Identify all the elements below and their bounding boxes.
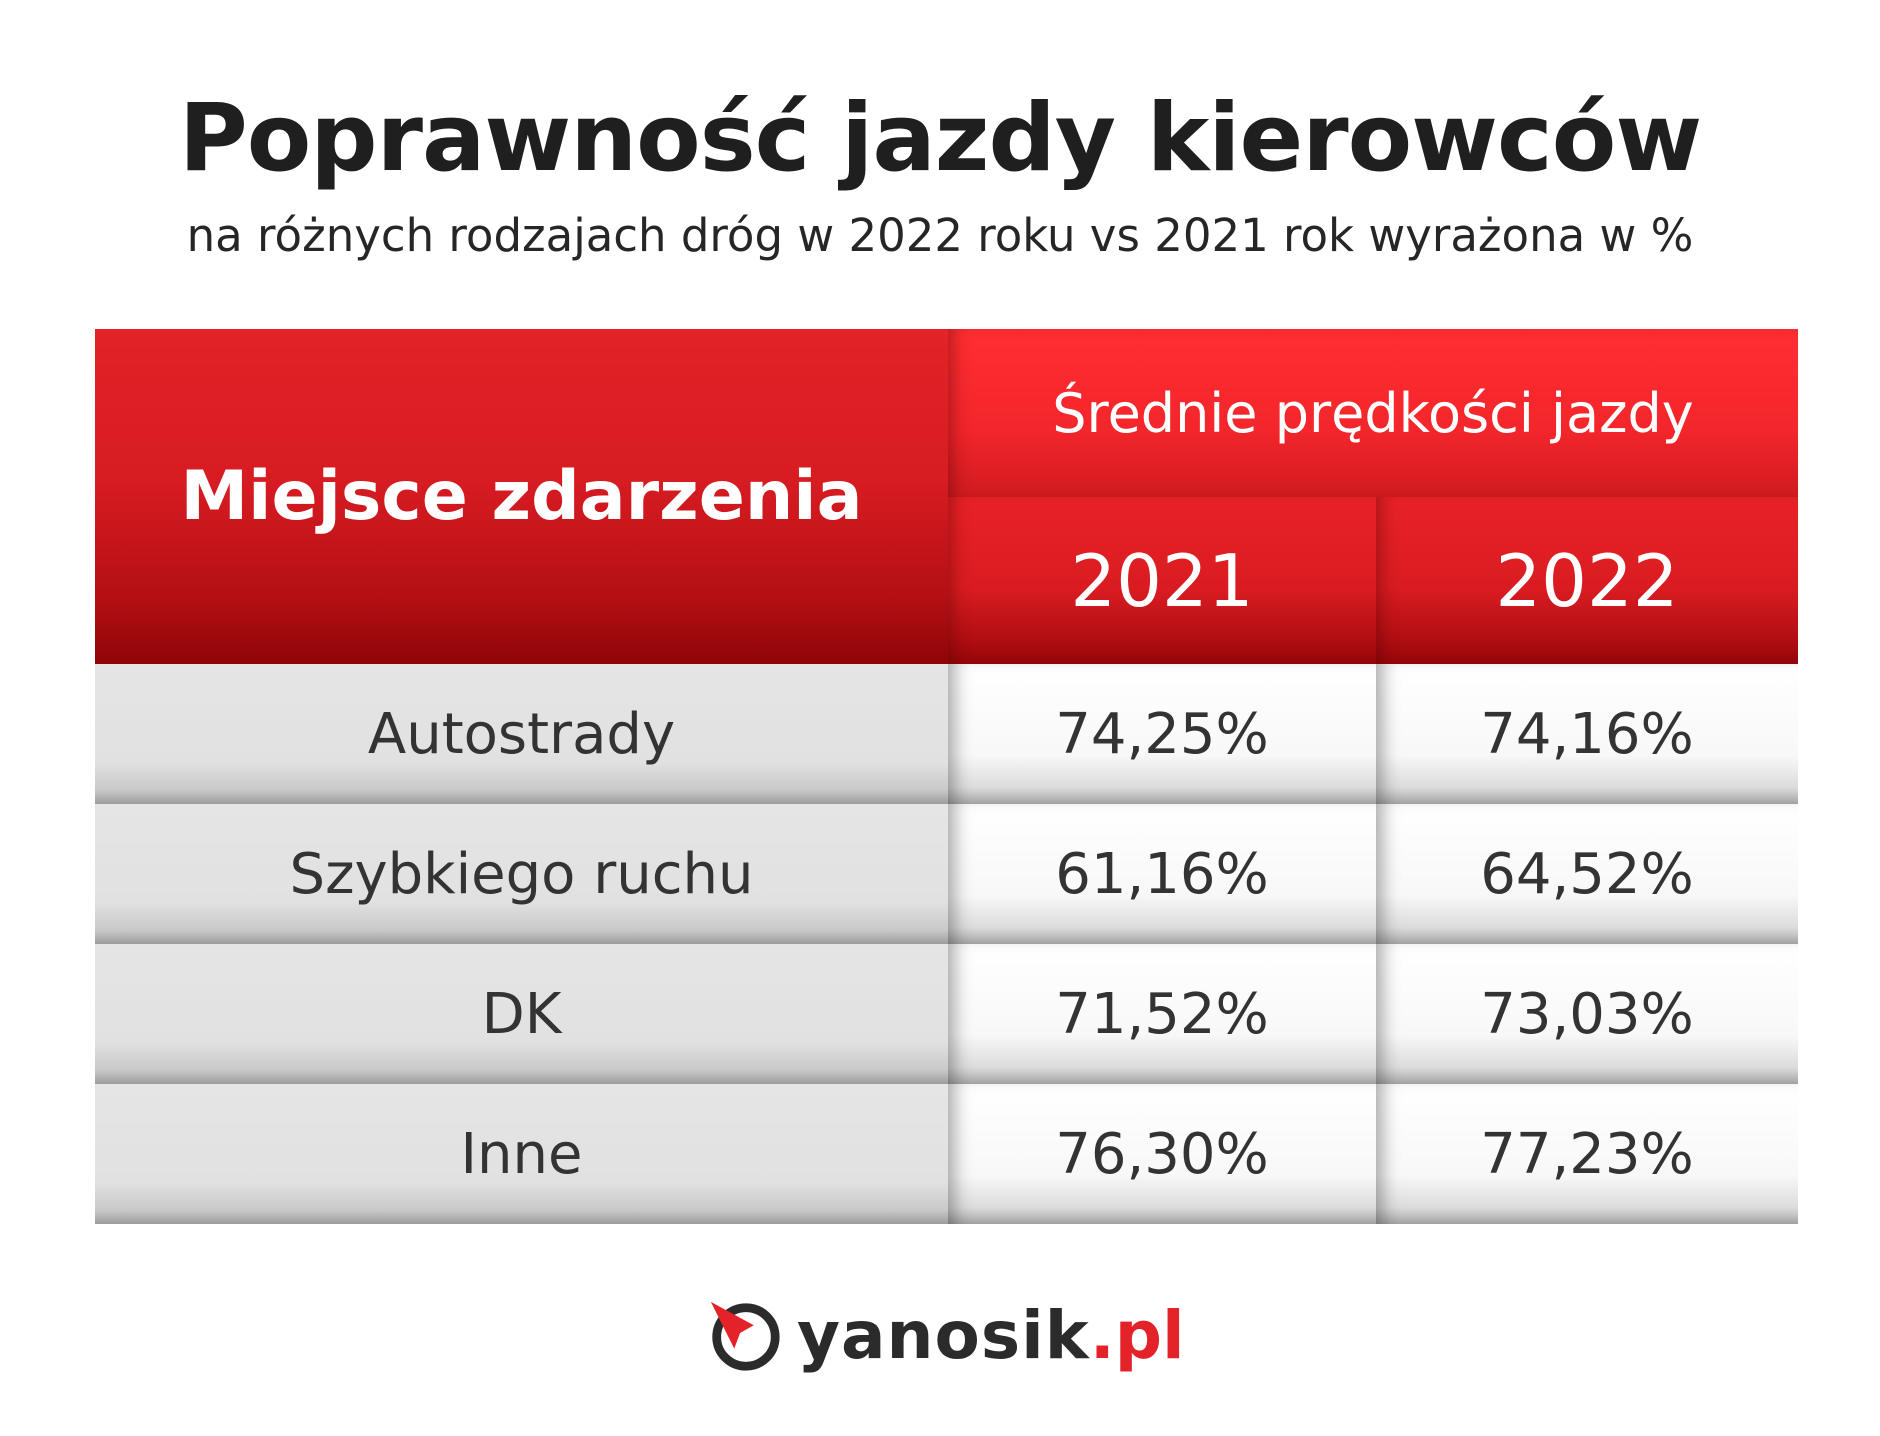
- data-table: Miejsce zdarzenia Średnie prędkości jazd…: [95, 329, 1798, 1227]
- value-inne-2021: 76,30%: [948, 1084, 1376, 1224]
- value-autostrady-2021: 74,25%: [948, 664, 1376, 804]
- row-label-inne: Inne: [95, 1084, 948, 1224]
- value-szybkiego-ruchu-2022: 64,52%: [1376, 804, 1798, 944]
- value-inne-2022: 77,23%: [1376, 1084, 1798, 1224]
- logo-tld: .pl: [1089, 1296, 1185, 1374]
- header-column-2022: 2022: [1376, 497, 1798, 664]
- value-autostrady-2022: 74,16%: [1376, 664, 1798, 804]
- header-group: Średnie prędkości jazdy: [948, 329, 1798, 497]
- value-szybkiego-ruchu-2021: 61,16%: [948, 804, 1376, 944]
- value-dk-2022: 73,03%: [1376, 944, 1798, 1084]
- header-row-label: Miejsce zdarzenia: [95, 329, 948, 664]
- value-dk-2021: 71,52%: [948, 944, 1376, 1084]
- row-label-szybkiego-ruchu: Szybkiego ruchu: [95, 804, 948, 944]
- row-label-dk: DK: [95, 944, 948, 1084]
- row-label-autostrady: Autostrady: [95, 664, 948, 804]
- logo-name: yanosik: [797, 1296, 1090, 1374]
- yanosik-logo: yanosik .pl: [705, 1290, 1185, 1380]
- page-title: Poprawność jazdy kierowców: [178, 84, 1702, 193]
- header-column-2021: 2021: [948, 497, 1376, 664]
- page-subtitle: na różnych rodzajach dróg w 2022 roku vs…: [186, 209, 1694, 262]
- yanosik-logo-icon: [710, 1301, 780, 1371]
